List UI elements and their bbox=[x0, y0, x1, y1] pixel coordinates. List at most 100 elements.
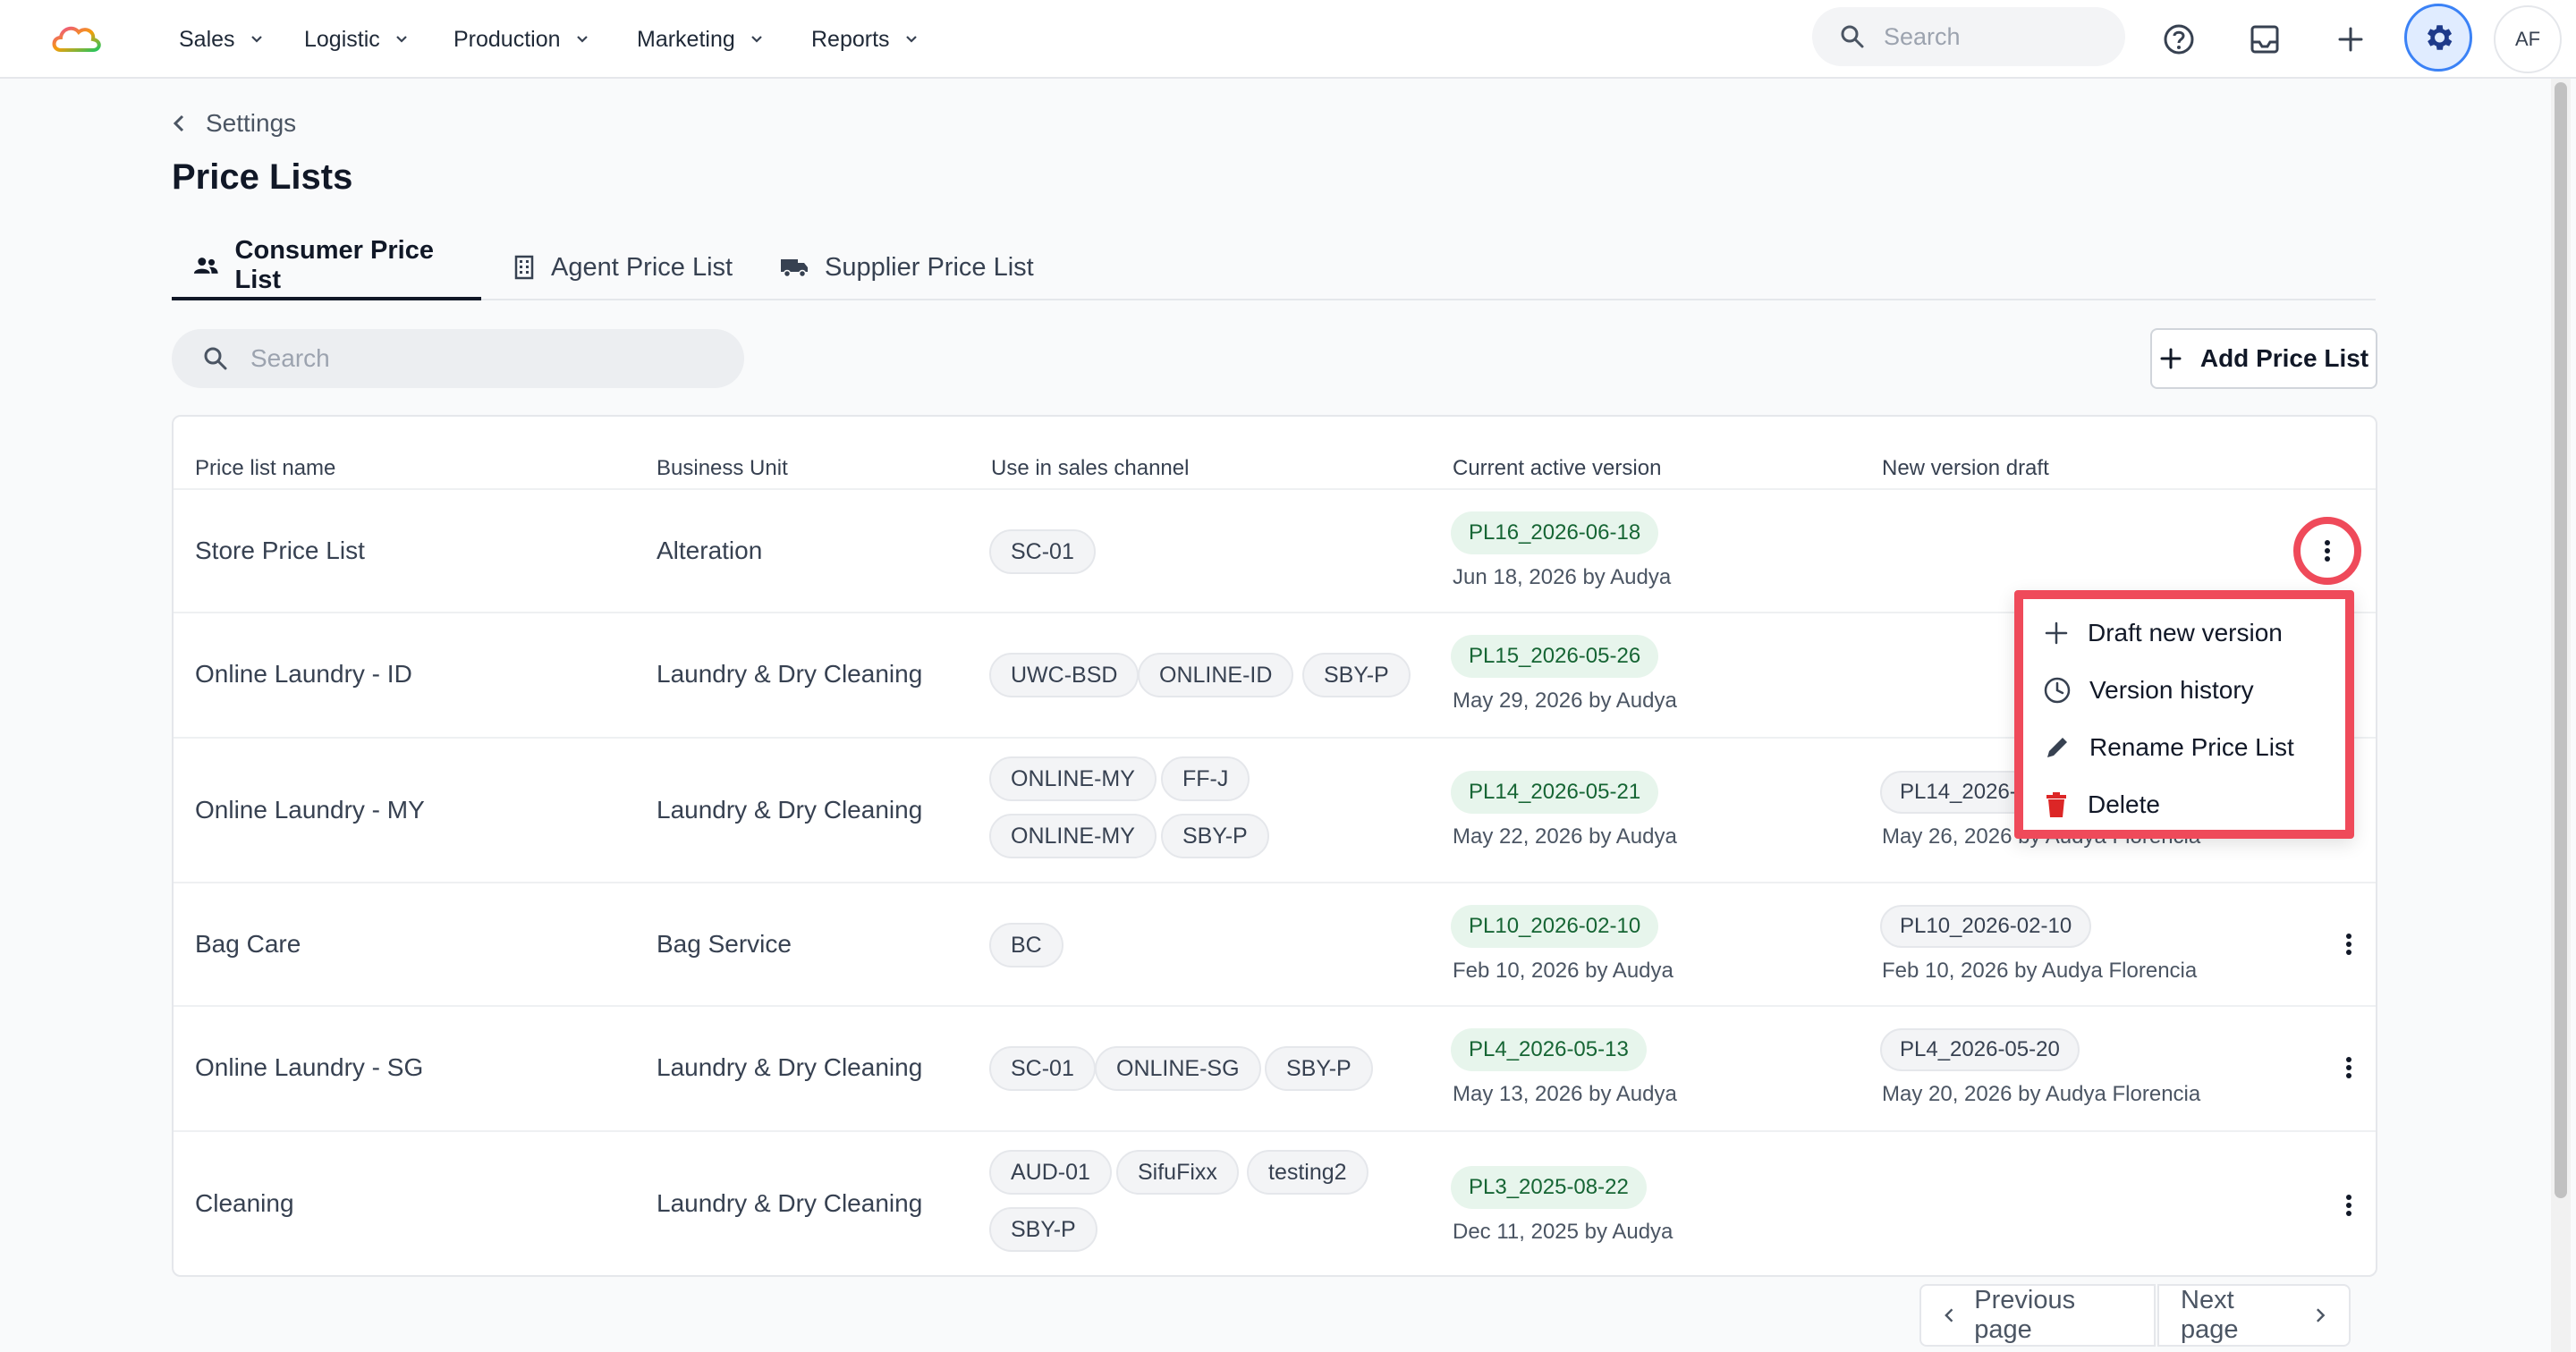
table-row[interactable]: Online Laundry - SG Laundry & Dry Cleani… bbox=[174, 1005, 2376, 1130]
settings-button[interactable] bbox=[2404, 4, 2472, 72]
header-business-unit: Business Unit bbox=[657, 456, 788, 480]
table-row[interactable]: Cleaning Laundry & Dry Cleaning AUD-01 S… bbox=[174, 1130, 2376, 1275]
menu-item-rename-price-list[interactable]: Rename Price List bbox=[2043, 722, 2294, 773]
business-unit: Laundry & Dry Cleaning bbox=[657, 1053, 923, 1081]
draft-version-badge[interactable]: PL10_2026-02-10 bbox=[1880, 905, 2092, 948]
price-list-search-placeholder: Search bbox=[250, 344, 330, 372]
next-page-button[interactable]: Next page bbox=[2157, 1284, 2351, 1347]
building-icon bbox=[514, 255, 534, 280]
price-list-name[interactable]: Cleaning bbox=[195, 1189, 294, 1217]
add-price-list-button[interactable]: Add Price List bbox=[2150, 328, 2377, 389]
app-logo-icon[interactable] bbox=[48, 14, 106, 64]
header-current-active-version: Current active version bbox=[1453, 456, 1662, 480]
active-version-meta: May 13, 2026 by Audya bbox=[1453, 1082, 1677, 1106]
previous-page-button[interactable]: Previous page bbox=[1919, 1284, 2156, 1347]
active-version-meta: May 29, 2026 by Audya bbox=[1453, 689, 1677, 713]
help-button[interactable] bbox=[2150, 11, 2207, 68]
table-row[interactable]: Online Laundry - ID Laundry & Dry Cleani… bbox=[174, 612, 2376, 737]
inbox-button[interactable] bbox=[2236, 11, 2293, 68]
page-scrollbar-thumb[interactable] bbox=[2555, 82, 2567, 1198]
menu-item-label: Version history bbox=[2089, 676, 2254, 704]
price-list-name[interactable]: Online Laundry - ID bbox=[195, 660, 412, 688]
table-row[interactable]: Bag Care Bag Service BC PL10_2026-02-10 … bbox=[174, 882, 2376, 1005]
business-unit: Laundry & Dry Cleaning bbox=[657, 1189, 923, 1217]
row-actions-menu: Draft new version Version history Rename… bbox=[2014, 590, 2354, 839]
sales-channel-pill: SifuFixx bbox=[1116, 1150, 1239, 1195]
active-version-badge[interactable]: PL4_2026-05-13 bbox=[1451, 1028, 1647, 1071]
tab-supplier-label: Supplier Price List bbox=[825, 252, 1034, 282]
breadcrumb[interactable]: Settings bbox=[170, 109, 296, 138]
page-title: Price Lists bbox=[172, 157, 353, 197]
active-version-meta: Jun 18, 2026 by Audya bbox=[1453, 565, 1672, 589]
draft-version-meta: Feb 10, 2026 by Audya Florencia bbox=[1882, 959, 2198, 983]
plus-icon bbox=[2045, 621, 2068, 645]
sales-channel-pill: SBY-P bbox=[1161, 814, 1269, 858]
menu-item-version-history[interactable]: Version history bbox=[2043, 665, 2254, 715]
tab-supplier-price-list[interactable]: Supplier Price List bbox=[780, 234, 1034, 300]
business-unit: Laundry & Dry Cleaning bbox=[657, 660, 923, 688]
draft-version-badge[interactable]: PL14_2026- bbox=[1880, 771, 2037, 814]
chevron-left-icon bbox=[1945, 1308, 1953, 1322]
row-actions-button[interactable] bbox=[2329, 1186, 2368, 1225]
sales-channel-pill: SC-01 bbox=[989, 1046, 1096, 1091]
price-list-name[interactable]: Store Price List bbox=[195, 537, 365, 564]
sales-channel-pill: ONLINE-SG bbox=[1095, 1046, 1261, 1091]
active-version-badge[interactable]: PL16_2026-06-18 bbox=[1451, 511, 1659, 554]
table-row[interactable]: Online Laundry - MY Laundry & Dry Cleani… bbox=[174, 737, 2376, 882]
trash-icon bbox=[2046, 792, 2066, 817]
nav-marketing-label: Marketing bbox=[637, 26, 735, 52]
clock-icon bbox=[2044, 677, 2071, 704]
tab-consumer-price-list[interactable]: Consumer Price List bbox=[172, 234, 481, 300]
menu-item-label: Draft new version bbox=[2088, 619, 2283, 646]
tab-consumer-label: Consumer Price List bbox=[234, 236, 434, 294]
breadcrumb-settings[interactable]: Settings bbox=[206, 109, 297, 137]
nav-production[interactable]: Production bbox=[453, 0, 591, 79]
nav-logistic-label: Logistic bbox=[304, 26, 380, 52]
create-button[interactable] bbox=[2322, 11, 2379, 68]
row-actions-button[interactable] bbox=[2329, 925, 2368, 964]
row-actions-button[interactable] bbox=[2329, 1048, 2368, 1087]
table-row[interactable]: Store Price List Alteration SC-01 PL16_2… bbox=[174, 488, 2376, 612]
global-search-input[interactable]: Search bbox=[1812, 7, 2125, 66]
menu-item-delete[interactable]: Delete bbox=[2043, 780, 2160, 830]
business-unit: Bag Service bbox=[657, 930, 792, 958]
tab-agent-price-list[interactable]: Agent Price List bbox=[513, 234, 733, 300]
avatar-initials: AF bbox=[2514, 28, 2541, 50]
truck-icon bbox=[781, 259, 808, 278]
nav-marketing[interactable]: Marketing bbox=[637, 0, 766, 79]
active-version-badge[interactable]: PL15_2026-05-26 bbox=[1451, 635, 1659, 678]
price-list-name[interactable]: Online Laundry - SG bbox=[195, 1053, 424, 1081]
nav-sales[interactable]: Sales bbox=[179, 0, 266, 79]
nav-reports-label: Reports bbox=[811, 26, 890, 52]
header-sales-channel: Use in sales channel bbox=[991, 456, 1190, 480]
sales-channel-pill: SBY-P bbox=[1302, 653, 1411, 697]
global-search-placeholder: Search bbox=[1884, 22, 1961, 50]
sales-channel-pill: AUD-01 bbox=[989, 1150, 1112, 1195]
user-avatar[interactable]: AF bbox=[2494, 5, 2562, 73]
price-list-name[interactable]: Online Laundry - MY bbox=[195, 796, 425, 824]
more-vertical-icon bbox=[2346, 934, 2351, 955]
price-list-search-input[interactable]: Search bbox=[172, 329, 744, 388]
nav-production-label: Production bbox=[453, 26, 561, 52]
menu-item-draft-new-version[interactable]: Draft new version bbox=[2043, 608, 2283, 658]
active-version-badge[interactable]: PL3_2025-08-22 bbox=[1451, 1166, 1647, 1209]
search-icon bbox=[1841, 25, 1864, 48]
nav-logistic[interactable]: Logistic bbox=[304, 0, 411, 79]
draft-version-badge[interactable]: PL4_2026-05-20 bbox=[1880, 1028, 2080, 1071]
active-version-meta: Feb 10, 2026 by Audya bbox=[1453, 959, 1674, 983]
header-price-list-name: Price list name bbox=[195, 456, 336, 480]
sales-channel-pill: ONLINE-ID bbox=[1138, 653, 1294, 697]
business-unit: Laundry & Dry Cleaning bbox=[657, 796, 923, 824]
menu-item-label: Rename Price List bbox=[2089, 733, 2294, 761]
nav-reports[interactable]: Reports bbox=[811, 0, 920, 79]
chevron-down-icon bbox=[576, 36, 588, 43]
menu-item-label: Delete bbox=[2088, 790, 2160, 818]
price-list-name[interactable]: Bag Care bbox=[195, 930, 301, 958]
previous-page-label: Previous page bbox=[1974, 1286, 2076, 1344]
more-vertical-icon bbox=[2346, 1057, 2351, 1078]
row-actions-button-active[interactable] bbox=[2293, 517, 2361, 585]
active-version-badge[interactable]: PL14_2026-05-21 bbox=[1451, 771, 1659, 814]
plus-icon bbox=[2160, 348, 2182, 369]
active-version-meta: May 22, 2026 by Audya bbox=[1453, 824, 1677, 849]
active-version-badge[interactable]: PL10_2026-02-10 bbox=[1451, 905, 1659, 948]
